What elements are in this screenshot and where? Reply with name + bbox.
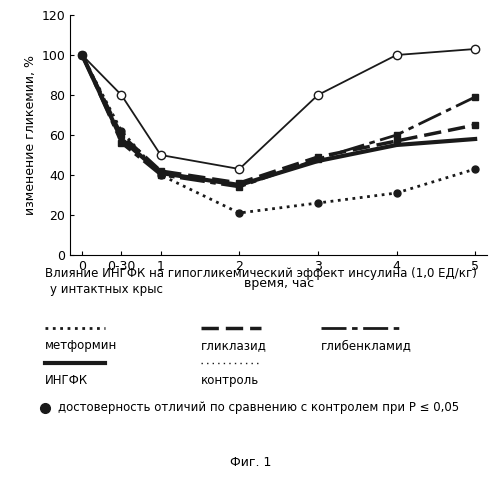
Text: Фиг. 1: Фиг. 1 (230, 456, 271, 469)
Text: у интактных крыс: у интактных крыс (50, 282, 163, 296)
Text: контроль: контроль (200, 374, 259, 387)
Text: ИНГФК: ИНГФК (45, 374, 88, 387)
Y-axis label: изменение гликемии, %: изменение гликемии, % (25, 55, 37, 215)
Text: глибенкламид: глибенкламид (321, 339, 411, 352)
Text: достоверность отличий по сравнению с контролем при P ≤ 0,05: достоверность отличий по сравнению с кон… (58, 401, 458, 414)
Text: метформин: метформин (45, 339, 117, 352)
Text: Влияние ИНГФК на гипогликемический эффект инсулина (1,0 ЕД/кг): Влияние ИНГФК на гипогликемический эффек… (45, 268, 476, 280)
X-axis label: время, час: время, час (243, 277, 313, 290)
Text: гликлазид: гликлазид (200, 339, 266, 352)
